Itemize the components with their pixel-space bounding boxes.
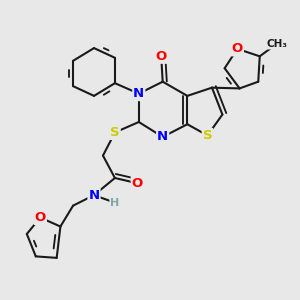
Text: N: N — [88, 189, 100, 202]
Text: N: N — [157, 130, 168, 143]
Text: CH₃: CH₃ — [266, 39, 287, 49]
Text: O: O — [34, 211, 46, 224]
Text: S: S — [203, 129, 212, 142]
Text: O: O — [156, 50, 167, 63]
Text: H: H — [110, 198, 119, 208]
Text: O: O — [132, 177, 143, 190]
Text: N: N — [133, 87, 144, 100]
Text: S: S — [110, 126, 120, 139]
Text: O: O — [232, 42, 243, 55]
